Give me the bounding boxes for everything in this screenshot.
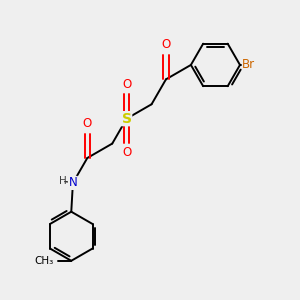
Text: O: O [83, 117, 92, 130]
Text: O: O [122, 78, 131, 91]
Text: N: N [68, 176, 77, 189]
Text: O: O [161, 38, 171, 51]
Text: O: O [122, 146, 131, 159]
Text: H: H [59, 176, 67, 186]
Text: CH₃: CH₃ [34, 256, 53, 266]
Text: Br: Br [242, 58, 255, 71]
Text: S: S [122, 112, 132, 126]
